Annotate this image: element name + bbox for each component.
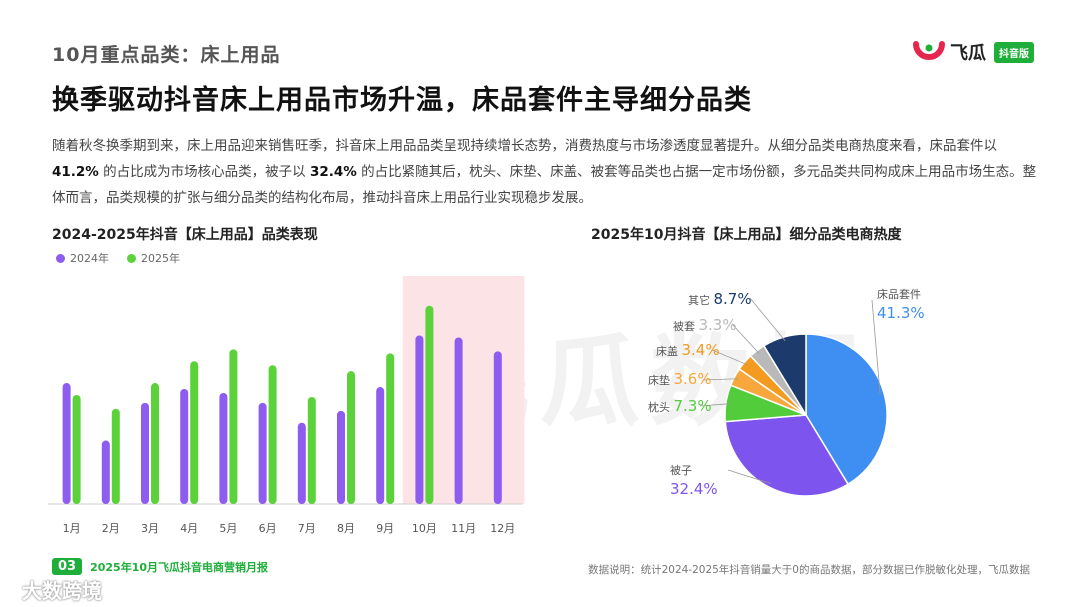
bar-chart-title: 2024-2025年抖音【床上用品】品类表现 xyxy=(52,227,318,243)
pie-label-value: 3.3% xyxy=(699,316,737,334)
pie-label: 床盖 3.4% xyxy=(656,341,720,359)
pie-slice-其它 xyxy=(762,333,807,418)
pie-label: 枕头 7.3% xyxy=(648,397,712,415)
bar-2025年-6月 xyxy=(268,365,277,504)
page-headline: 换季驱动抖音床上用品市场升温，床品套件主导细分品类 xyxy=(52,85,752,116)
bar-2025年-4月 xyxy=(190,361,199,504)
bar-chart-legend: 2024年 2025年 xyxy=(56,250,180,266)
pie-label-value: 3.4% xyxy=(682,341,720,359)
x-tick-label: 2月 xyxy=(102,522,120,535)
x-tick-label: 1月 xyxy=(63,522,81,535)
pie-label-value: 8.7% xyxy=(714,290,752,308)
pie-label-name: 被子 xyxy=(670,464,692,477)
pie-label-name: 床盖 xyxy=(656,344,682,358)
bar-2024年-1月 xyxy=(62,383,71,504)
bar-2025年-2月 xyxy=(111,408,120,504)
legend-label-2025: 2025年 xyxy=(141,252,180,265)
bar-2024年-10月 xyxy=(415,335,424,504)
bar-2024年-11月 xyxy=(454,337,463,504)
x-tick-label: 11月 xyxy=(451,522,476,535)
pie-leader-line xyxy=(711,349,748,366)
pie-slice-被子 xyxy=(724,414,850,497)
bar-2024年-6月 xyxy=(258,402,267,504)
bar-2024年-3月 xyxy=(141,402,149,504)
bar-2025年-7月 xyxy=(307,396,316,504)
bar-2024年-4月 xyxy=(180,389,189,504)
pie-label-name: 床品套件 xyxy=(877,287,921,301)
pie-leader-line xyxy=(727,469,772,484)
legend-swatch-2024 xyxy=(56,253,65,263)
bar-2024年-9月 xyxy=(376,387,385,504)
bar-2024年-12月 xyxy=(493,351,502,504)
bar-2025年-9月 xyxy=(386,353,395,504)
bar-chart: 1月 2月 3月 4月 5月 6月 7月 8月 9月 10月 11月 12月 xyxy=(48,276,525,535)
melon-logo-icon xyxy=(913,41,945,60)
x-tick-label: 9月 xyxy=(376,522,394,535)
pie-leader-line xyxy=(871,299,881,395)
pie-leader-line xyxy=(731,323,760,354)
pie-leader-line xyxy=(699,403,730,407)
bar-2025年-3月 xyxy=(151,383,159,504)
intro-text-1: 随着秋冬换季期到来，床上用品迎来销售旺季，抖音床上用品品类呈现持续增长态势，消费… xyxy=(52,138,997,154)
intro-text-3: 的占比紧随其后，枕头、床垫、床盖、被套等品类也占据一定市场份额，多元品类共同构成… xyxy=(52,164,1037,206)
pie-label: 被套 3.3% xyxy=(673,316,737,334)
bar-2024年-7月 xyxy=(297,422,306,504)
x-tick-label: 10月 xyxy=(412,522,437,535)
pie-leader-line xyxy=(702,378,739,381)
pie-label-value: 32.4% xyxy=(670,480,718,498)
pie-label-name: 床垫 xyxy=(648,373,674,387)
report-name: 2025年10月飞瓜抖音电商营销月报 xyxy=(90,560,269,574)
bar-2024年-2月 xyxy=(101,440,110,504)
pie-leader-line xyxy=(749,297,786,342)
platform-badge: 抖音版 xyxy=(994,41,1034,63)
bar-2025年-8月 xyxy=(347,371,355,504)
legend-label-2024: 2024年 xyxy=(70,252,109,265)
bar-2025年-1月 xyxy=(72,394,81,504)
data-note: 数据说明：统计2024-2025年抖音销量大于0的商品数据，部分数据已作脱敏化处… xyxy=(588,564,1030,576)
x-tick-label: 3月 xyxy=(141,522,159,535)
bar-2025年-5月 xyxy=(229,349,238,504)
intro-paragraph: 随着秋冬换季期到来，床上用品迎来销售旺季，抖音床上用品品类呈现持续增长态势，消费… xyxy=(52,133,1037,211)
bar-2024年-5月 xyxy=(219,392,228,504)
pie-slice-床品套件 xyxy=(805,333,888,486)
x-tick-label: 12月 xyxy=(490,522,515,535)
intro-text-2: 的占比成为市场核心品类，被子以 xyxy=(98,164,310,180)
pie-label-value: 41.3% xyxy=(877,304,925,322)
pie-label-value: 7.3% xyxy=(674,397,712,415)
pie-label-value: 3.6% xyxy=(674,370,712,388)
pie-label-name: 被套 xyxy=(673,320,699,333)
legend-swatch-2025 xyxy=(127,253,136,263)
legend-item-2025: 2025年 xyxy=(127,250,180,266)
corner-watermark: 大数跨境 xyxy=(22,579,102,603)
pie-label-name: 枕头 xyxy=(648,400,674,414)
pie-chart-title: 2025年10月抖音【床上用品】细分品类电商热度 xyxy=(591,227,902,243)
legend-item-2024: 2024年 xyxy=(56,250,109,266)
section-title: 10月重点品类：床上用品 xyxy=(52,44,281,66)
pie-label-name: 其它 xyxy=(688,293,714,307)
intro-highlight-1: 41.2% xyxy=(52,164,99,180)
footer-report: 03 2025年10月飞瓜抖音电商营销月报 xyxy=(52,558,268,575)
x-tick-label: 8月 xyxy=(337,522,355,535)
x-tick-label: 5月 xyxy=(219,522,237,535)
x-tick-label: 4月 xyxy=(180,522,198,535)
brand-logo: 飞瓜 抖音版 xyxy=(912,38,1034,66)
x-tick-label: 7月 xyxy=(298,522,316,535)
bar-2024年-8月 xyxy=(337,410,345,504)
x-tick-label: 6月 xyxy=(259,522,277,535)
pie-label: 床垫 3.6% xyxy=(648,370,712,388)
pie-label: 其它 8.7% xyxy=(688,290,752,308)
intro-highlight-2: 32.4% xyxy=(309,164,357,180)
page-number: 03 xyxy=(52,558,83,575)
bar-2025年-10月 xyxy=(425,305,434,504)
brand-name: 飞瓜 xyxy=(950,43,986,64)
